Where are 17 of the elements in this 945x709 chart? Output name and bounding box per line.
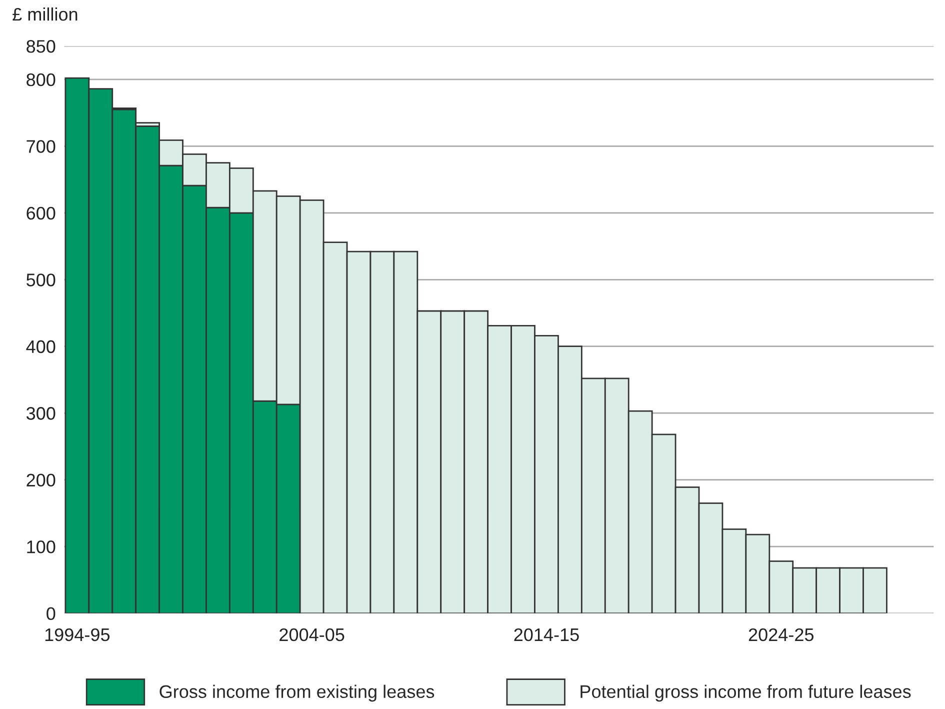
y-tick-label: 600	[26, 206, 56, 220]
x-tick-label: 1994-95	[45, 628, 110, 642]
y-tick-label: 300	[26, 407, 56, 420]
legend-label: Potential gross income from future leases	[580, 684, 911, 702]
y-tick-label: 0	[46, 607, 56, 620]
x-tick-label: 2014-15	[514, 628, 579, 642]
y-tick-label: 500	[26, 274, 56, 286]
y-tick-label: 800	[26, 73, 56, 86]
y-tick-label: 100	[27, 540, 56, 554]
y-tick-label: 400	[26, 340, 56, 354]
y-axis-title: £ million	[12, 7, 78, 21]
y-tick-label: 200	[26, 474, 56, 487]
x-tick-label: 2004-05	[280, 628, 344, 642]
y-tick-label: 700	[26, 140, 56, 153]
y-tick-label: 850	[26, 40, 56, 53]
legend-label: Gross income from existing leases	[160, 684, 434, 702]
x-tick-label: 2024-25	[748, 628, 814, 642]
